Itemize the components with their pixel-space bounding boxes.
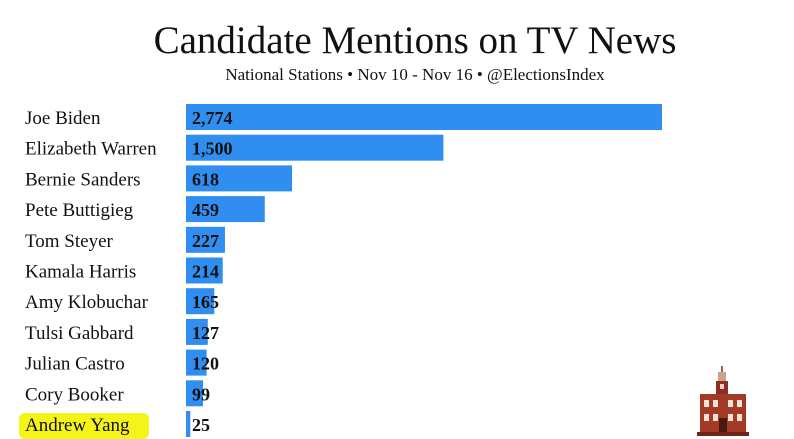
- category-label: Amy Klobuchar: [25, 292, 149, 313]
- data-label: 165: [192, 292, 219, 312]
- category-label: Cory Booker: [25, 384, 124, 405]
- independence-hall-icon: [697, 366, 749, 436]
- bar-cory-booker: [186, 380, 203, 407]
- category-label: Bernie Sanders: [25, 169, 141, 190]
- bar-julian-castro: [186, 349, 207, 376]
- data-label: 99: [192, 384, 210, 404]
- bar-tulsi-gabbard: [186, 318, 208, 345]
- bar-pete-buttigieg: [186, 196, 265, 223]
- category-label: Andrew Yang: [25, 415, 130, 436]
- bar-joe-biden: [186, 104, 662, 130]
- bar-bernie-sanders: [186, 165, 293, 192]
- data-label: 2,774: [192, 108, 233, 128]
- data-label: 214: [192, 262, 219, 282]
- category-label: Julian Castro: [25, 354, 125, 375]
- data-label: 227: [192, 231, 219, 251]
- data-label: 127: [192, 323, 219, 343]
- category-label: Joe Biden: [25, 108, 101, 129]
- category-label: Elizabeth Warren: [25, 139, 157, 160]
- chart-subtitle: National Stations • Nov 10 - Nov 16 • @E…: [225, 65, 605, 84]
- category-label: Tulsi Gabbard: [25, 323, 134, 344]
- data-label: 120: [192, 354, 219, 374]
- data-label: 618: [192, 169, 219, 189]
- data-label: 25: [192, 415, 210, 435]
- chart-title: Candidate Mentions on TV News: [153, 19, 677, 62]
- category-label: Kamala Harris: [25, 262, 136, 283]
- data-label: 1,500: [192, 139, 233, 159]
- bar-tom-steyer: [186, 226, 225, 253]
- bar-amy-klobuchar: [186, 288, 215, 315]
- bar-elizabeth-warren: [186, 134, 444, 161]
- category-label: Tom Steyer: [25, 231, 114, 252]
- highlight-marker: [19, 413, 149, 439]
- bar-andrew-yang: [186, 411, 191, 437]
- data-label: 459: [192, 200, 219, 220]
- bar-kamala-harris: [186, 257, 223, 284]
- category-label: Pete Buttigieg: [25, 200, 134, 221]
